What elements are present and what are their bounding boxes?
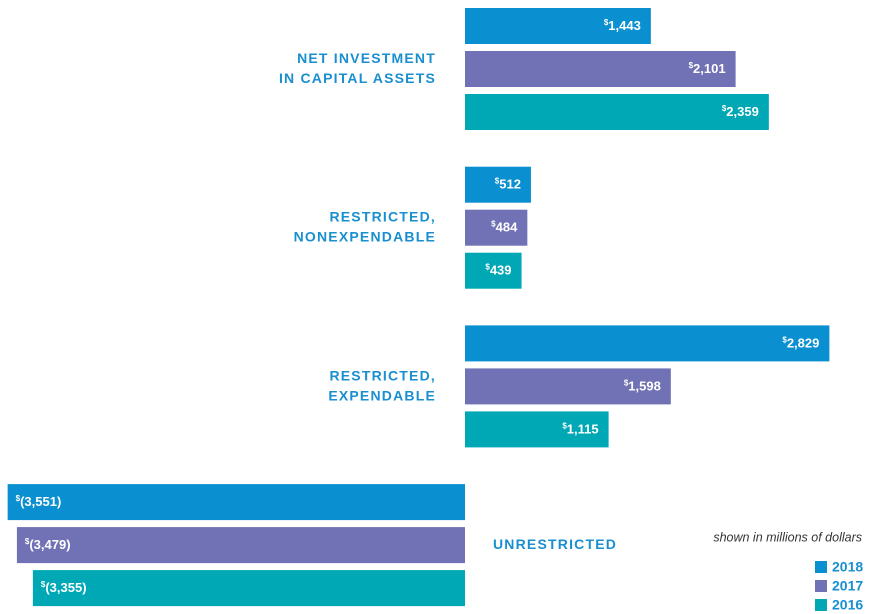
annotation: shown in millions of dollars: [713, 530, 862, 544]
bar: [465, 8, 651, 44]
category-line: EXPENDABLE: [328, 387, 436, 403]
category-line: NET INVESTMENT: [297, 50, 436, 66]
value-label: $512: [495, 177, 521, 192]
category-label: NET INVESTMENT IN CAPITAL ASSETS: [279, 50, 436, 86]
category-line: NONEXPENDABLE: [294, 228, 436, 244]
value-label: $1,443: [604, 18, 641, 33]
category-label: RESTRICTED, EXPENDABLE: [328, 367, 436, 403]
bar: [465, 94, 769, 130]
value-label: $2,359: [722, 104, 759, 119]
value-label: $(3,551): [16, 494, 62, 509]
category-line: RESTRICTED,: [329, 367, 436, 383]
value-label: $(3,479): [25, 537, 71, 552]
category-label: UNRESTRICTED: [493, 536, 617, 552]
bar: [16, 527, 466, 564]
bar: [465, 209, 528, 246]
value-label: $439: [485, 263, 511, 278]
bar: [465, 411, 609, 448]
value-label: $2,101: [689, 61, 726, 76]
legend-swatch: [815, 580, 827, 592]
category-label: RESTRICTED, NONEXPENDABLE: [294, 208, 436, 244]
value-label: $2,829: [782, 336, 819, 351]
bar: [465, 51, 736, 87]
category-line: UNRESTRICTED: [493, 536, 617, 552]
legend-label: 2017: [832, 578, 863, 594]
bar: [32, 570, 465, 607]
value-label: $1,598: [624, 379, 661, 394]
bar: [465, 166, 531, 203]
legend-label: 2016: [832, 597, 863, 613]
value-label: $484: [491, 220, 518, 235]
value-label: $1,115: [562, 422, 598, 437]
value-label: $(3,355): [41, 580, 87, 595]
bar: [465, 368, 671, 405]
legend-swatch: [815, 599, 827, 611]
bar: [465, 252, 522, 289]
category-line: IN CAPITAL ASSETS: [279, 70, 436, 86]
category-line: RESTRICTED,: [329, 208, 436, 224]
legend-label: 2018: [832, 559, 863, 575]
bar: [465, 325, 830, 362]
legend-swatch: [815, 561, 827, 573]
bar: [7, 484, 466, 521]
